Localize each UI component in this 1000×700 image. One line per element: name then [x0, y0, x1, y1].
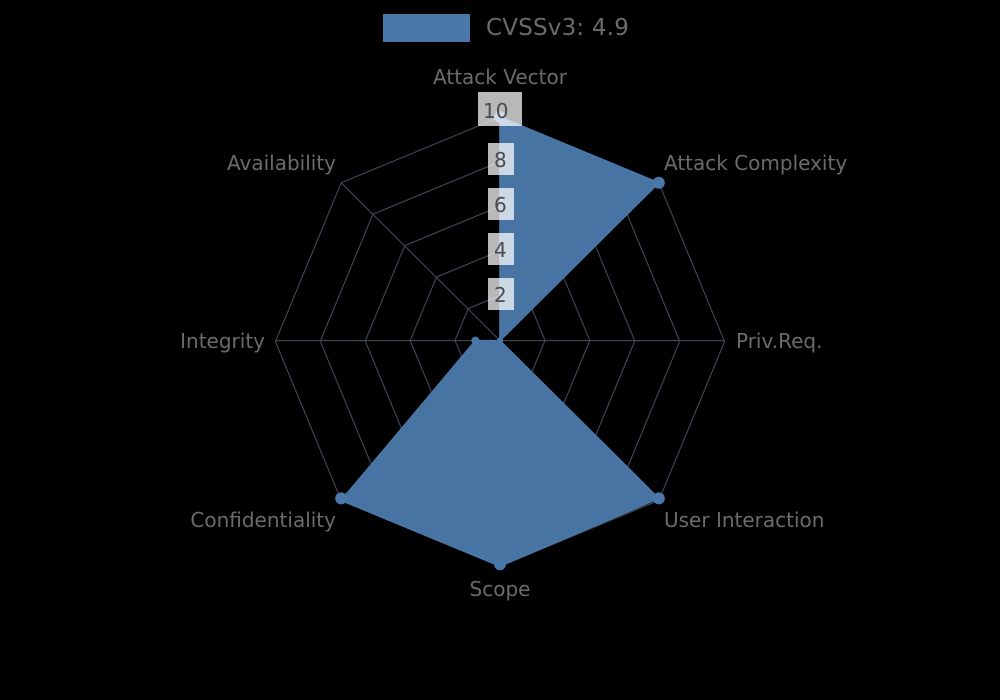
series-point-integrity [471, 336, 480, 345]
series-point-confidentiality [335, 492, 348, 505]
series-point-user-interaction [652, 492, 665, 505]
spoke-availability [340, 182, 501, 341]
axis-label-availability: Availability [227, 151, 336, 175]
tick-label-10: 10 [483, 99, 508, 123]
tick-label-8-background [488, 143, 514, 175]
series-point-availability [497, 337, 503, 344]
tick-label-2-background [488, 278, 514, 310]
tick-label-4: 4 [494, 238, 507, 262]
legend-item-label: CVSSv3: 4.9 [486, 15, 630, 41]
radial-tick-labels: 2 4 6 8 10 [478, 92, 522, 310]
tick-label-2: 2 [494, 283, 507, 307]
tick-label-4-background [488, 233, 514, 265]
axis-label-priv-req: Priv.Req. [736, 329, 822, 353]
axis-label-integrity: Integrity [180, 329, 265, 353]
tick-label-6: 6 [494, 193, 507, 217]
axis-labels: Attack Vector Attack Complexity Priv.Req… [180, 65, 847, 601]
axis-label-attack-complexity: Attack Complexity [664, 151, 847, 175]
cvssv3-series-swatch [383, 14, 470, 42]
axis-label-attack-vector: Attack Vector [433, 65, 568, 89]
series-point-attack-complexity [652, 176, 665, 189]
axis-label-user-interaction: User Interaction [664, 508, 824, 532]
tick-label-6-background [488, 188, 514, 220]
series-point-scope [494, 558, 506, 571]
tick-label-10-background [478, 92, 522, 126]
tick-label-8: 8 [494, 148, 507, 172]
chart-legend: CVSSv3: 4.9 [383, 14, 629, 42]
axis-label-scope: Scope [470, 577, 531, 601]
axis-label-confidentiality: Confidentiality [190, 508, 336, 532]
